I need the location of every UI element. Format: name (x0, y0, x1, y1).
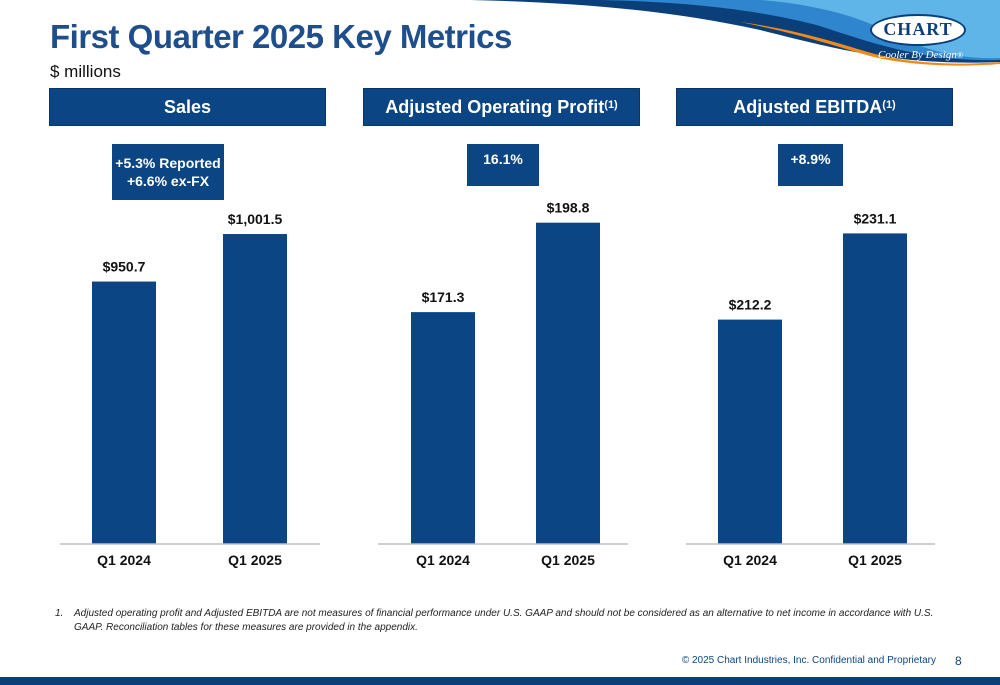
chart-logo: CHART Cooler By Design® (870, 14, 970, 64)
page-number: 8 (955, 654, 962, 668)
panel-title: Sales (163, 96, 212, 117)
operating-margin-callout: 16.1% (467, 144, 539, 186)
footnote-marker: (1) (604, 99, 618, 111)
bottom-bar (0, 677, 1000, 685)
x-tick-label: Q1 2024 (723, 552, 777, 568)
data-label: $950.7 (103, 259, 146, 275)
panel-header-adjusted-ebitda: Adjusted EBITDA (1) (676, 88, 953, 126)
panel-header-sales: Sales (49, 88, 326, 126)
callout-text: 16.1% (483, 151, 523, 167)
bar-q1-2024 (92, 281, 156, 544)
sales-growth-callout: +5.3% Reported +6.6% ex-FX (112, 144, 224, 200)
data-label: $212.2 (729, 297, 772, 313)
panel-title: Adjusted Operating Profit (385, 96, 605, 117)
bar-q1-2024 (411, 312, 475, 544)
logo-oval (870, 14, 966, 46)
bar-q1-2024 (718, 319, 782, 544)
footnote-text: Adjusted operating profit and Adjusted E… (74, 608, 934, 633)
data-label: $231.1 (854, 210, 897, 226)
x-tick-label: Q1 2024 (416, 552, 470, 568)
bar-q1-2025 (843, 233, 907, 544)
data-label: $171.3 (422, 289, 465, 305)
logo-tagline: Cooler By Design® (878, 49, 963, 61)
callout-text: +8.9% (790, 151, 831, 167)
panel-title: Adjusted EBITDA (733, 96, 883, 117)
ebitda-growth-callout: +8.9% (778, 144, 843, 186)
data-label: $1,001.5 (228, 211, 283, 227)
x-tick-label: Q1 2025 (541, 552, 595, 568)
page-title: First Quarter 2025 Key Metrics (50, 18, 512, 55)
footnote-number: 1. (55, 608, 64, 619)
panel-header-adjusted-operating-profit: Adjusted Operating Profit (1) (363, 88, 640, 126)
footnote-marker: (1) (882, 99, 896, 111)
x-tick-label: Q1 2025 (848, 552, 902, 568)
bar-q1-2025 (223, 234, 287, 545)
x-tick-label: Q1 2024 (97, 552, 151, 568)
bar-q1-2025 (536, 222, 600, 544)
logo-text: CHART (883, 19, 953, 39)
x-tick-label: Q1 2025 (228, 552, 282, 568)
copyright-notice: © 2025 Chart Industries, Inc. Confidenti… (681, 655, 936, 666)
data-label: $198.8 (547, 200, 590, 216)
page-subtitle: $ millions (50, 62, 121, 81)
callout-text: +5.3% Reported +6.6% ex-FX (115, 155, 221, 189)
